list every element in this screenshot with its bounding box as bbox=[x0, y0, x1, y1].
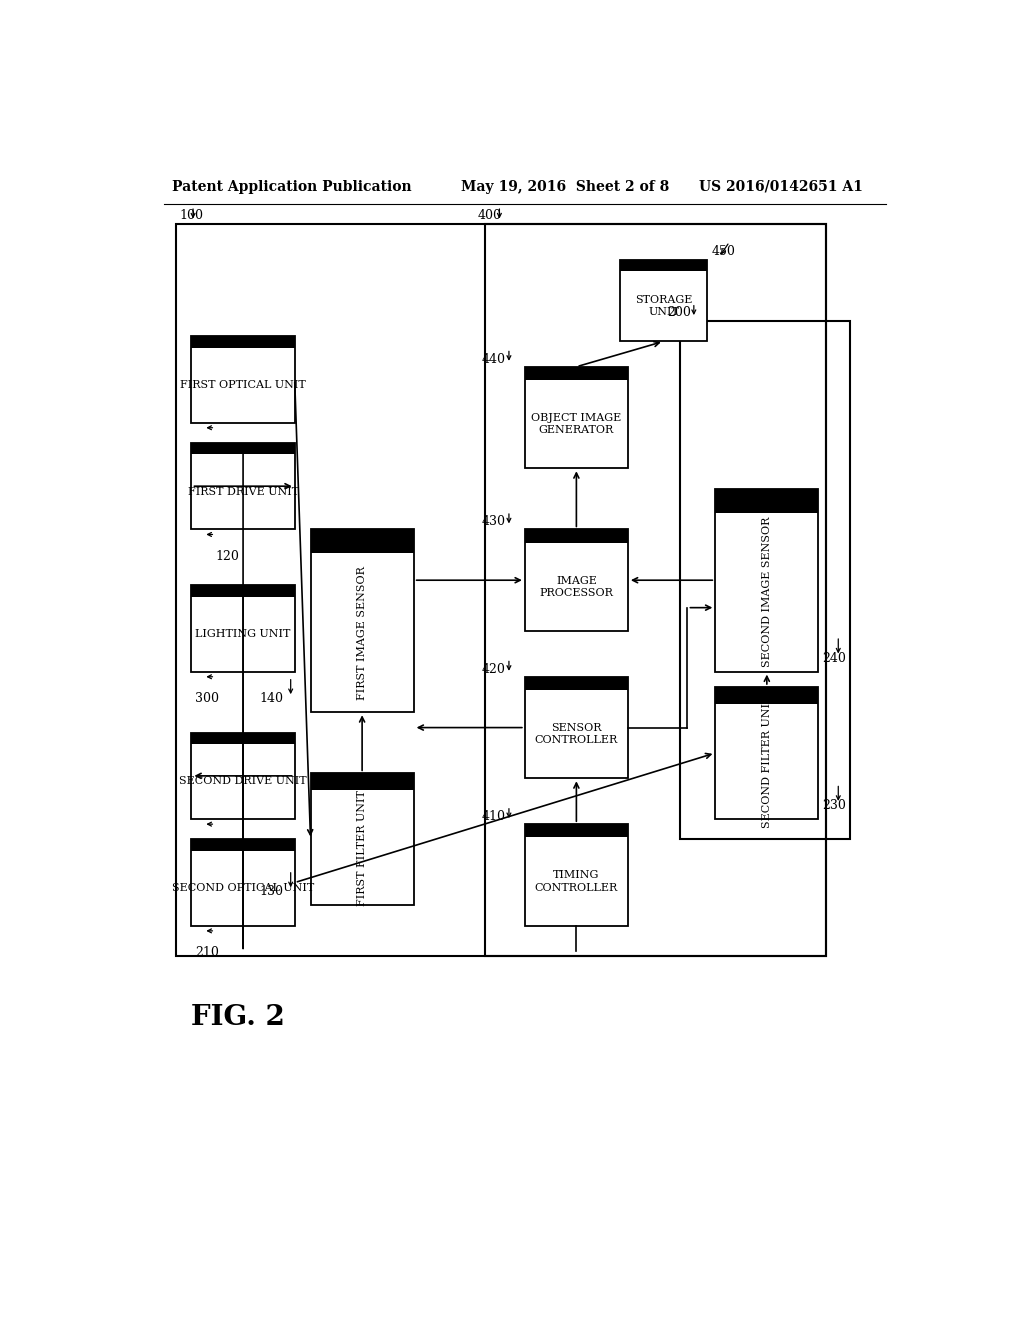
Bar bbox=[485, 224, 826, 956]
Bar bbox=[310, 529, 414, 713]
Text: Patent Application Publication: Patent Application Publication bbox=[172, 180, 412, 194]
Bar bbox=[191, 337, 295, 347]
Text: 420: 420 bbox=[481, 663, 505, 676]
Bar bbox=[680, 321, 850, 840]
Bar bbox=[524, 529, 628, 631]
Text: FIRST OPTICAL UNIT: FIRST OPTICAL UNIT bbox=[180, 380, 306, 391]
Text: 450: 450 bbox=[712, 246, 735, 257]
Text: 110: 110 bbox=[196, 444, 219, 457]
Text: 130: 130 bbox=[259, 886, 283, 899]
Bar bbox=[524, 529, 628, 543]
Bar bbox=[524, 824, 628, 925]
Text: SECOND IMAGE SENSOR: SECOND IMAGE SENSOR bbox=[762, 517, 772, 668]
Bar bbox=[191, 337, 295, 422]
Text: 300: 300 bbox=[196, 692, 219, 705]
Text: 210: 210 bbox=[196, 946, 219, 960]
Text: TIMING
CONTROLLER: TIMING CONTROLLER bbox=[535, 870, 618, 892]
Text: 100: 100 bbox=[179, 210, 204, 222]
Text: SECOND OPTICAL UNIT: SECOND OPTICAL UNIT bbox=[172, 883, 314, 894]
Text: FIRST FILTER UNIT: FIRST FILTER UNIT bbox=[357, 791, 368, 906]
Bar bbox=[310, 774, 414, 791]
Bar bbox=[620, 260, 708, 342]
Bar bbox=[715, 488, 818, 512]
Text: FIRST DRIVE UNIT: FIRST DRIVE UNIT bbox=[187, 487, 299, 496]
Text: 230: 230 bbox=[822, 799, 846, 812]
Text: OBJECT IMAGE
GENERATOR: OBJECT IMAGE GENERATOR bbox=[531, 413, 622, 436]
Text: 410: 410 bbox=[481, 810, 505, 824]
Bar bbox=[524, 367, 628, 469]
Text: 200: 200 bbox=[668, 306, 691, 319]
Text: 240: 240 bbox=[822, 652, 846, 664]
Text: 440: 440 bbox=[481, 352, 505, 366]
Bar bbox=[191, 733, 295, 818]
Text: 140: 140 bbox=[259, 692, 283, 705]
Bar bbox=[191, 444, 295, 529]
Text: 430: 430 bbox=[481, 515, 505, 528]
Bar bbox=[310, 774, 414, 906]
Bar bbox=[191, 840, 295, 925]
Text: STORAGE
UNIT: STORAGE UNIT bbox=[635, 294, 692, 317]
Bar bbox=[524, 677, 628, 690]
Text: FIG. 2: FIG. 2 bbox=[191, 1003, 286, 1031]
Bar bbox=[524, 367, 628, 380]
Text: IMAGE
PROCESSOR: IMAGE PROCESSOR bbox=[540, 576, 613, 598]
Bar bbox=[191, 585, 295, 672]
Text: May 19, 2016  Sheet 2 of 8: May 19, 2016 Sheet 2 of 8 bbox=[461, 180, 670, 194]
Bar bbox=[524, 824, 628, 837]
Text: SECOND FILTER UNIT: SECOND FILTER UNIT bbox=[762, 696, 772, 828]
Bar bbox=[191, 444, 295, 454]
Bar bbox=[191, 585, 295, 597]
Text: SECOND DRIVE UNIT: SECOND DRIVE UNIT bbox=[179, 776, 307, 787]
Bar bbox=[524, 677, 628, 779]
Text: 400: 400 bbox=[477, 210, 501, 222]
Text: US 2016/0142651 A1: US 2016/0142651 A1 bbox=[699, 180, 863, 194]
Bar bbox=[310, 529, 414, 553]
Text: 220: 220 bbox=[215, 840, 239, 853]
Text: LIGHTING UNIT: LIGHTING UNIT bbox=[196, 630, 291, 639]
Text: 120: 120 bbox=[215, 550, 240, 562]
Text: SENSOR
CONTROLLER: SENSOR CONTROLLER bbox=[535, 723, 618, 746]
Bar bbox=[620, 260, 708, 271]
Bar bbox=[176, 224, 826, 956]
Bar bbox=[715, 686, 818, 818]
Bar bbox=[715, 686, 818, 704]
Bar bbox=[191, 840, 295, 850]
Bar bbox=[191, 733, 295, 744]
Text: FIRST IMAGE SENSOR: FIRST IMAGE SENSOR bbox=[357, 566, 368, 700]
Bar bbox=[715, 488, 818, 672]
